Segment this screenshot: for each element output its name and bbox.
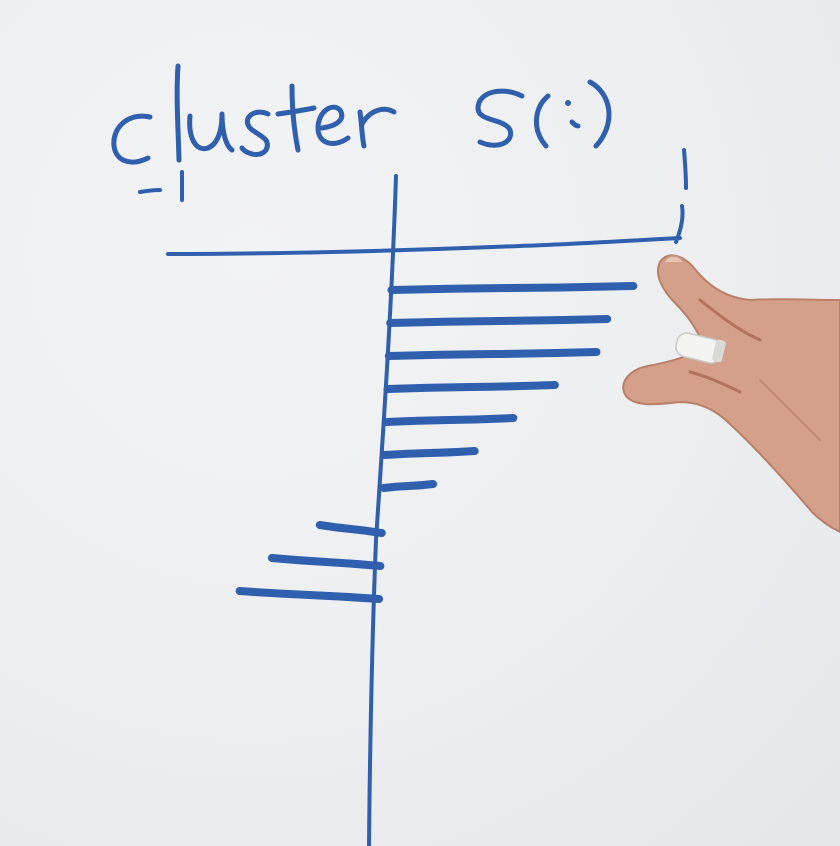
silhouette-bar [387,282,638,294]
title-letter-e [315,104,351,146]
title-letter-l [174,63,182,163]
title-letter-s [239,109,271,157]
handwritten-title [111,63,612,165]
title-letter-t-cross [275,105,317,117]
silhouette-bar [267,554,385,570]
silhouette-bar [383,381,559,393]
title-letter-r-arm [359,106,397,127]
silhouette-bar [235,587,384,603]
silhouette-bar [379,480,438,492]
axis-tick-one [674,148,688,244]
silhouette-bar [315,521,386,537]
silhouette-bar [382,414,518,426]
silhouette-bars [235,282,638,603]
title-paren-close [587,79,612,149]
title-letter-u [187,111,235,153]
title-letter-c [111,113,153,165]
hand [622,254,840,534]
title-letter-S [475,88,525,148]
title-paren-open [534,93,551,149]
silhouette-bar [386,315,612,327]
hand-with-marker [622,254,840,534]
title-letter-t [289,83,301,153]
silhouette-bar [380,447,479,459]
vertical-axis [367,174,398,846]
silhouette-bar [384,348,601,360]
title-letter-r [357,109,367,149]
title-letter-i [569,119,581,129]
marker [675,332,726,364]
horizontal-axis [166,236,682,256]
axis-tick-minus-one [138,170,185,202]
title-letter-i-dot [565,100,571,106]
